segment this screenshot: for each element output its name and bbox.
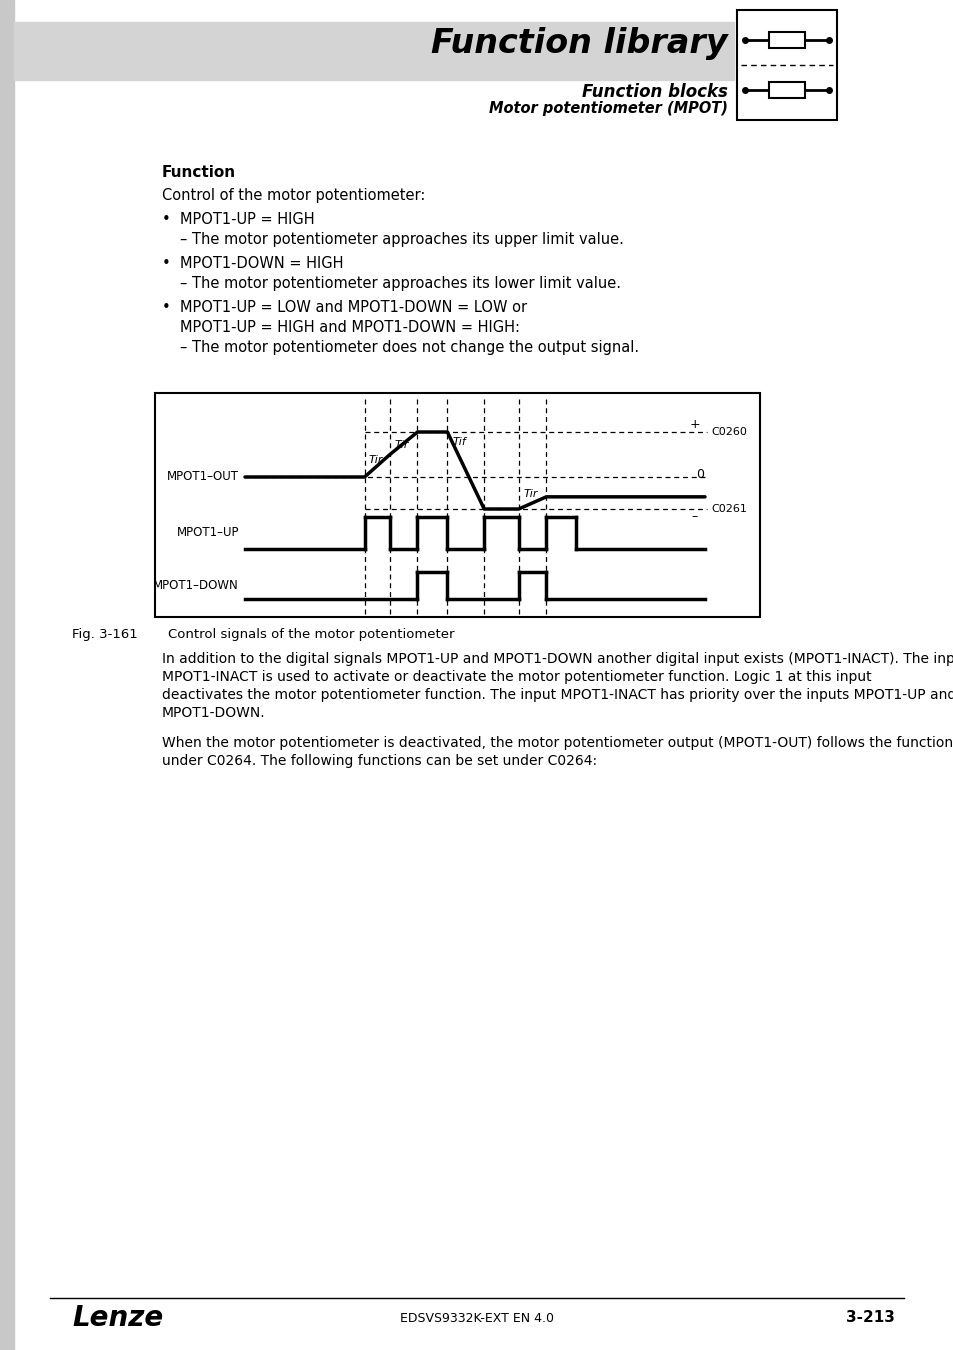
Text: MPOT1-UP = HIGH and MPOT1-DOWN = HIGH:: MPOT1-UP = HIGH and MPOT1-DOWN = HIGH: (180, 320, 519, 335)
Text: •  MPOT1-UP = LOW and MPOT1-DOWN = LOW or: • MPOT1-UP = LOW and MPOT1-DOWN = LOW or (162, 300, 527, 315)
Text: •  MPOT1-DOWN = HIGH: • MPOT1-DOWN = HIGH (162, 256, 343, 271)
Text: under C0264. The following functions can be set under C0264:: under C0264. The following functions can… (162, 755, 597, 768)
Bar (768, 82, 804, 99)
Bar (14, 22, 733, 80)
Text: Lenze: Lenze (71, 1304, 163, 1332)
Text: Tir: Tir (523, 489, 537, 500)
Text: MPOT1–UP: MPOT1–UP (176, 526, 239, 540)
Bar (768, 31, 804, 47)
Text: – The motor potentiometer approaches its lower limit value.: – The motor potentiometer approaches its… (180, 275, 620, 292)
Text: EDSVS9332K-EXT EN 4.0: EDSVS9332K-EXT EN 4.0 (399, 1311, 554, 1324)
Text: MPOT1-DOWN.: MPOT1-DOWN. (162, 706, 265, 720)
Text: Fig. 3-161: Fig. 3-161 (71, 628, 137, 641)
Text: – The motor potentiometer does not change the output signal.: – The motor potentiometer does not chang… (180, 340, 639, 355)
Text: Tir: Tir (369, 455, 383, 464)
Text: –: – (691, 510, 698, 524)
Text: In addition to the digital signals MPOT1-UP and MPOT1-DOWN another digital input: In addition to the digital signals MPOT1… (162, 652, 953, 666)
Text: MPOT1–OUT: MPOT1–OUT (167, 471, 239, 483)
Text: C0260: C0260 (710, 427, 746, 437)
Text: 0: 0 (696, 468, 703, 482)
Text: Function: Function (162, 165, 236, 180)
Bar (0, 0, 14, 1350)
Text: Control of the motor potentiometer:: Control of the motor potentiometer: (162, 188, 425, 202)
Text: MPOT1–DOWN: MPOT1–DOWN (153, 579, 239, 593)
Text: 3-213: 3-213 (845, 1311, 894, 1326)
Bar (737, 9, 836, 120)
Text: •  MPOT1-UP = HIGH: • MPOT1-UP = HIGH (162, 212, 314, 227)
Text: MPOT1-INACT is used to activate or deactivate the motor potentiometer function. : MPOT1-INACT is used to activate or deact… (162, 670, 871, 684)
Text: Control signals of the motor potentiometer: Control signals of the motor potentiomet… (168, 628, 454, 641)
Text: When the motor potentiometer is deactivated, the motor potentiometer output (MPO: When the motor potentiometer is deactiva… (162, 736, 953, 751)
Text: Tir: Tir (394, 440, 408, 450)
Text: – The motor potentiometer approaches its upper limit value.: – The motor potentiometer approaches its… (180, 232, 623, 247)
Text: C0261: C0261 (710, 504, 746, 514)
Text: Motor potentiometer (MPOT): Motor potentiometer (MPOT) (489, 100, 727, 116)
Text: Function blocks: Function blocks (581, 82, 727, 101)
Text: Function library: Function library (431, 27, 727, 59)
Text: +: + (689, 417, 700, 431)
Text: deactivates the motor potentiometer function. The input MPOT1-INACT has priority: deactivates the motor potentiometer func… (162, 688, 953, 702)
Text: Tif: Tif (453, 437, 466, 447)
Bar (154, 393, 760, 617)
